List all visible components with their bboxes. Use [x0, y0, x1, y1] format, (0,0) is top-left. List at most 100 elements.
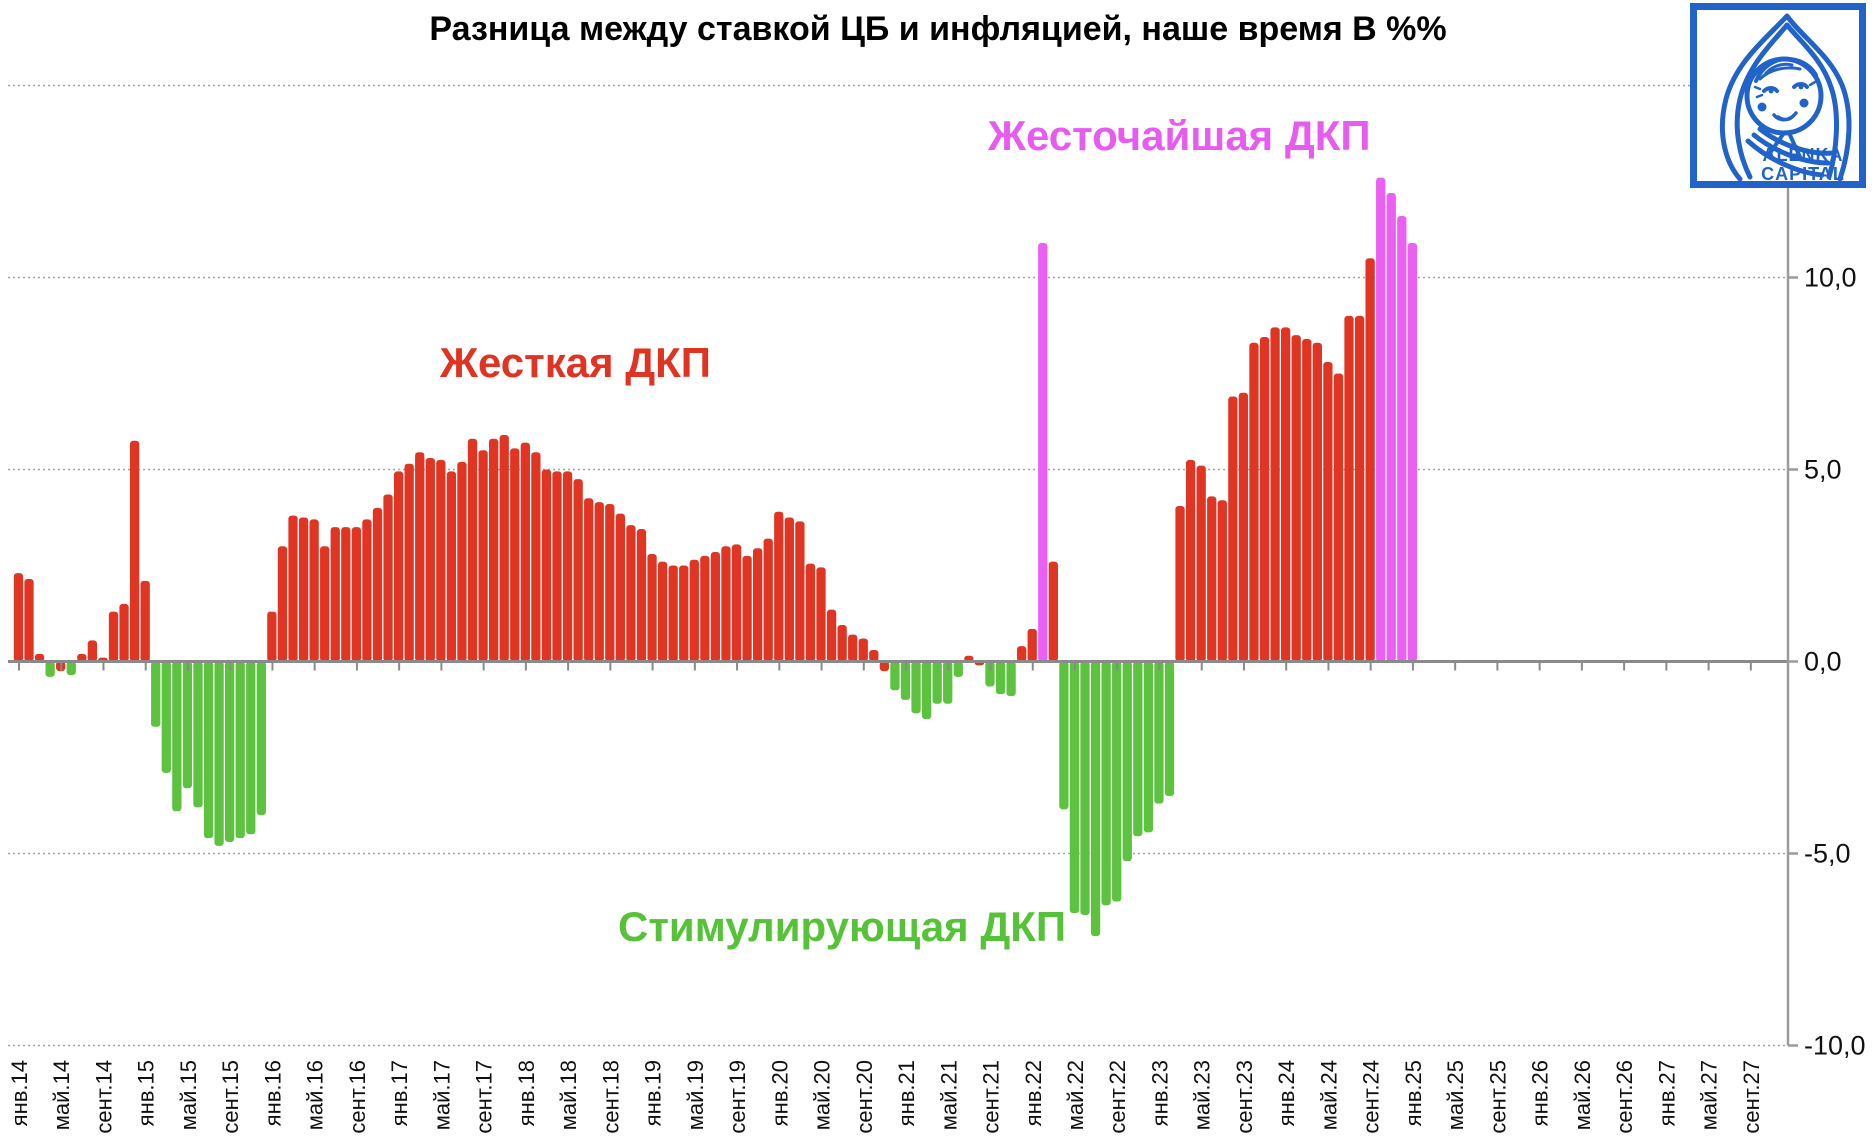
bar-77: [826, 609, 837, 662]
annotation-tight-policy: Жесткая ДКП: [439, 339, 711, 386]
bar-24: [267, 611, 277, 662]
annotations: Жесточайшая ДКП Жесткая ДКП Стимулирующая …: [439, 112, 1371, 950]
chart-title: Разница между ставкой ЦБ и инфляцией, на…: [429, 10, 1446, 48]
x-axis-label-янв.26: янв.26: [1528, 1060, 1553, 1126]
x-axis-label-янв.17: янв.17: [387, 1060, 412, 1126]
annotation-stimulus-policy: Стимулирующая ДКП: [618, 903, 1066, 950]
bar-11: [129, 440, 140, 662]
bar-94: [1006, 661, 1016, 697]
bar-10: [119, 603, 129, 662]
bar-85: [911, 661, 921, 714]
bar-29: [320, 546, 330, 662]
bar-119: [1270, 327, 1280, 662]
bar-7: [87, 640, 98, 662]
annotation-tightest-policy: Жесточайшая ДКП: [987, 112, 1371, 159]
bar-96: [1027, 628, 1037, 662]
x-axis-label-сент.19: сент.19: [725, 1060, 750, 1134]
bar-47: [510, 448, 520, 662]
x-axis-label-май.27: май.27: [1697, 1060, 1722, 1130]
bar-28: [309, 519, 319, 662]
bar-6: [77, 653, 87, 662]
bar-79: [848, 634, 858, 662]
bar-74: [795, 521, 805, 662]
bar-92: [985, 661, 995, 687]
bar-61: [657, 561, 668, 662]
x-axis-label-май.18: май.18: [556, 1060, 581, 1130]
bar-103: [1101, 661, 1111, 906]
x-axis-label-май.16: май.16: [303, 1060, 328, 1130]
x-axis-label-сент.25: сент.25: [1485, 1060, 1510, 1134]
bar-5: [66, 661, 76, 675]
bar-22: [246, 661, 256, 835]
x-axis-label-май.25: май.25: [1443, 1060, 1468, 1130]
bar-78: [837, 625, 847, 662]
bar-111: [1185, 459, 1196, 662]
bar-113: [1207, 496, 1217, 662]
x-axis-label-май.19: май.19: [683, 1060, 708, 1130]
bar-53: [573, 479, 583, 662]
x-axis-label-янв.20: янв.20: [767, 1060, 792, 1126]
x-axis-label-янв.23: янв.23: [1147, 1060, 1172, 1126]
bar-19: [214, 661, 224, 846]
alenka-capital-logo: ALËNKA CAPITAL: [1690, 3, 1866, 188]
matryoshka-doll-icon: [1719, 13, 1852, 182]
x-axis-label-май.15: май.15: [176, 1060, 201, 1130]
bar-57: [615, 513, 626, 662]
bar-58: [626, 525, 636, 662]
x-axis-label-сент.26: сент.26: [1612, 1060, 1637, 1134]
bar-86: [921, 661, 932, 720]
x-axis-label-янв.27: янв.27: [1654, 1060, 1679, 1126]
bar-69: [742, 555, 752, 662]
bar-35: [383, 494, 393, 662]
y-axis-label-5,0: 5,0: [1804, 455, 1842, 485]
x-axis-label-май.26: май.26: [1570, 1060, 1595, 1130]
x-axis-label-сент.16: сент.16: [345, 1060, 370, 1134]
axes: [8, 83, 1798, 1047]
bar-65: [700, 555, 710, 662]
bar-17: [193, 661, 203, 808]
bar-83: [890, 661, 900, 691]
x-axis-labels: янв.14 май.14 сент.14 янв.15 май.15 сент.15 ян…: [7, 1060, 1764, 1134]
bar-36: [393, 471, 404, 662]
bar-105: [1122, 661, 1132, 862]
bar-123: [1312, 342, 1322, 662]
bar-54: [584, 498, 594, 662]
bar-45: [489, 438, 499, 662]
x-axis-label-сент.15: сент.15: [218, 1060, 243, 1134]
bar-18: [203, 661, 214, 839]
x-axis-label-янв.16: янв.16: [260, 1060, 285, 1126]
bar-37: [404, 463, 414, 662]
gridlines: [8, 84, 1788, 1047]
bar-0: [13, 573, 24, 662]
bar-2: [34, 653, 45, 662]
bar-32: [351, 527, 362, 662]
x-axis-label-май.24: май.24: [1316, 1060, 1341, 1130]
bar-89: [953, 661, 963, 677]
bar-64: [689, 559, 699, 662]
bar-107: [1143, 661, 1154, 833]
x-axis-label-янв.22: янв.22: [1021, 1060, 1046, 1126]
y-axis-label--5,0: -5,0: [1804, 839, 1851, 869]
bar-39: [425, 457, 435, 662]
bar-81: [869, 649, 879, 662]
x-axis-label-сент.23: сент.23: [1232, 1060, 1257, 1134]
x-axis-label-май.22: май.22: [1063, 1060, 1088, 1130]
bar-12: [140, 580, 150, 662]
x-axis-label-май.20: май.20: [810, 1060, 835, 1130]
logo-text-line1: ALËNKA: [1763, 145, 1844, 165]
bar-50: [541, 469, 552, 662]
bar-51: [552, 471, 562, 662]
bar-104: [1112, 661, 1122, 902]
x-axis-label-май.14: май.14: [49, 1060, 74, 1130]
bar-130: [1386, 193, 1396, 662]
bar-16: [182, 661, 193, 789]
bar-122: [1302, 338, 1312, 662]
bar-71: [763, 538, 773, 662]
bar-49: [531, 452, 541, 662]
bar-99: [1059, 661, 1069, 810]
bar-20: [225, 661, 235, 842]
bar-46: [499, 434, 509, 662]
bar-27: [298, 517, 309, 662]
